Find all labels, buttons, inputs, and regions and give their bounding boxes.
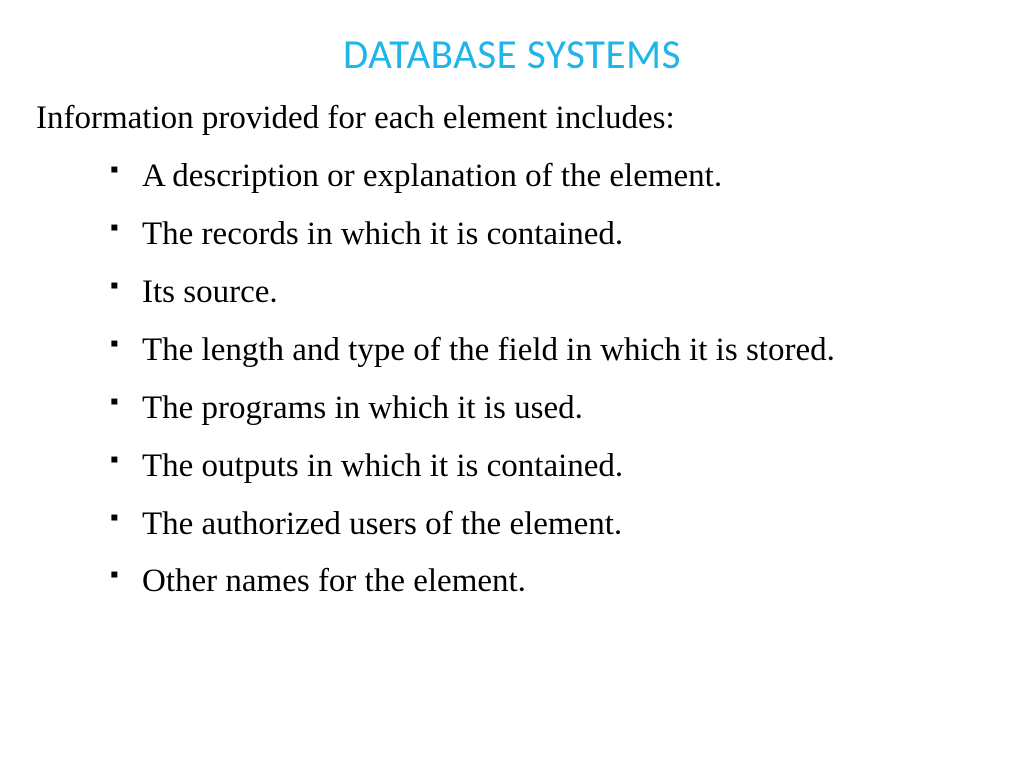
list-item: The authorized users of the element.	[110, 503, 988, 546]
list-item: The outputs in which it is contained.	[110, 445, 988, 488]
bullet-list: A description or explanation of the elem…	[36, 155, 988, 603]
intro-text: Information provided for each element in…	[36, 98, 988, 139]
list-item: Other names for the element.	[110, 560, 988, 603]
list-item: Its source.	[110, 271, 988, 314]
list-item: A description or explanation of the elem…	[110, 155, 988, 198]
slide-title: DATABASE SYSTEMS	[36, 30, 988, 80]
list-item: The records in which it is contained.	[110, 213, 988, 256]
list-item: The programs in which it is used.	[110, 387, 988, 430]
list-item: The length and type of the field in whic…	[110, 329, 988, 372]
